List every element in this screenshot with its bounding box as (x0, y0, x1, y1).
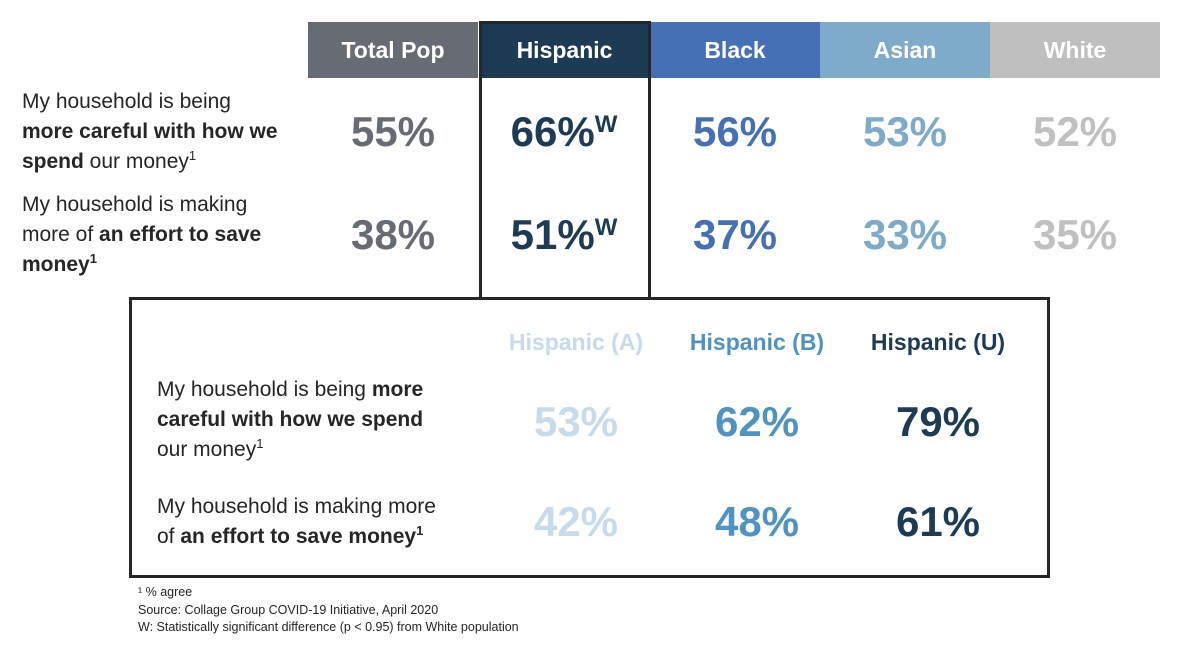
footnote-mark: 1 (416, 523, 424, 538)
label-text: more (371, 378, 424, 401)
value-cell: 51%W (479, 210, 649, 260)
row-label-line: our money1 (157, 435, 263, 465)
footnote-mark: 1 (188, 148, 197, 163)
value-text: 51% (510, 211, 595, 258)
label-text: more of (22, 223, 100, 246)
footnote: Source: Collage Group COVID-19 Initiativ… (138, 602, 439, 617)
label-text: money (22, 253, 90, 276)
row-label-line: more of an effort to save (22, 220, 261, 250)
footnote: W: Statistically significant difference … (138, 620, 519, 634)
row-label-line: My household is making (22, 190, 247, 220)
row-label-line: careful with how we spend (157, 405, 423, 435)
value-text: 53% (533, 398, 619, 445)
hispanic-highlight (479, 21, 651, 300)
row-label-line: My household is being (22, 87, 231, 117)
footnote-mark: 1 (256, 436, 264, 451)
footnote-mark: 1 (89, 251, 97, 266)
significance-mark: W (594, 214, 618, 241)
column-header: White (990, 22, 1160, 78)
column-header: Asian (820, 22, 990, 78)
row-label-line: of an effort to save money1 (157, 522, 423, 552)
value-cell: 79% (848, 397, 1028, 447)
value-cell: 53% (820, 107, 990, 157)
label-text: an effort to save (99, 223, 262, 246)
value-cell: 66%W (479, 107, 649, 157)
value-cell: 35% (990, 210, 1160, 260)
row-label-line: My household is being more (157, 375, 423, 405)
value-text: 62% (714, 398, 800, 445)
label-text: our money (83, 150, 189, 173)
value-text: 35% (1032, 211, 1118, 258)
value-cell: 38% (308, 210, 478, 260)
value-cell: 37% (650, 210, 820, 260)
row-label-line: spend our money1 (22, 147, 196, 177)
value-text: 55% (350, 108, 436, 155)
value-text: 48% (714, 498, 800, 545)
row-label-line: more careful with how we (22, 117, 278, 147)
value-cell: 55% (308, 107, 478, 157)
column-header: Hispanic (B) (689, 329, 825, 355)
value-cell: 48% (667, 497, 847, 547)
value-cell: 56% (650, 107, 820, 157)
column-header: Hispanic (U) (870, 329, 1006, 355)
value-cell: 53% (486, 397, 666, 447)
value-cell: 62% (667, 397, 847, 447)
label-text: an effort to save money (180, 525, 417, 548)
label-text: My household is making (22, 193, 248, 216)
significance-mark: W (594, 111, 618, 138)
value-cell: 33% (820, 210, 990, 260)
label-text: spend (22, 150, 84, 173)
column-header: Total Pop (308, 22, 478, 78)
label-text: My household is being (22, 90, 231, 113)
value-text: 56% (692, 108, 778, 155)
value-text: 37% (692, 211, 778, 258)
value-text: 53% (862, 108, 948, 155)
value-text: 61% (895, 498, 981, 545)
value-text: 38% (350, 211, 436, 258)
label-text: careful with how we spend (157, 408, 424, 431)
value-cell: 42% (486, 497, 666, 547)
label-text: our money (157, 438, 257, 461)
column-header: Black (650, 22, 820, 78)
value-text: 42% (533, 498, 619, 545)
label-text: more careful with how we (22, 120, 278, 143)
value-cell: 52% (990, 107, 1160, 157)
label-text: of (157, 525, 181, 548)
label-text: My household is being (157, 378, 372, 401)
value-text: 52% (1032, 108, 1118, 155)
row-label-line: money1 (22, 250, 97, 280)
value-cell: 61% (848, 497, 1028, 547)
footnote: ¹ % agree (138, 585, 193, 599)
value-text: 66% (510, 108, 595, 155)
value-text: 33% (862, 211, 948, 258)
value-text: 79% (895, 398, 981, 445)
label-text: My household is making more (157, 495, 436, 518)
column-header: Hispanic (479, 22, 650, 78)
row-label-line: My household is making more (157, 492, 436, 522)
column-header: Hispanic (A) (508, 329, 644, 355)
